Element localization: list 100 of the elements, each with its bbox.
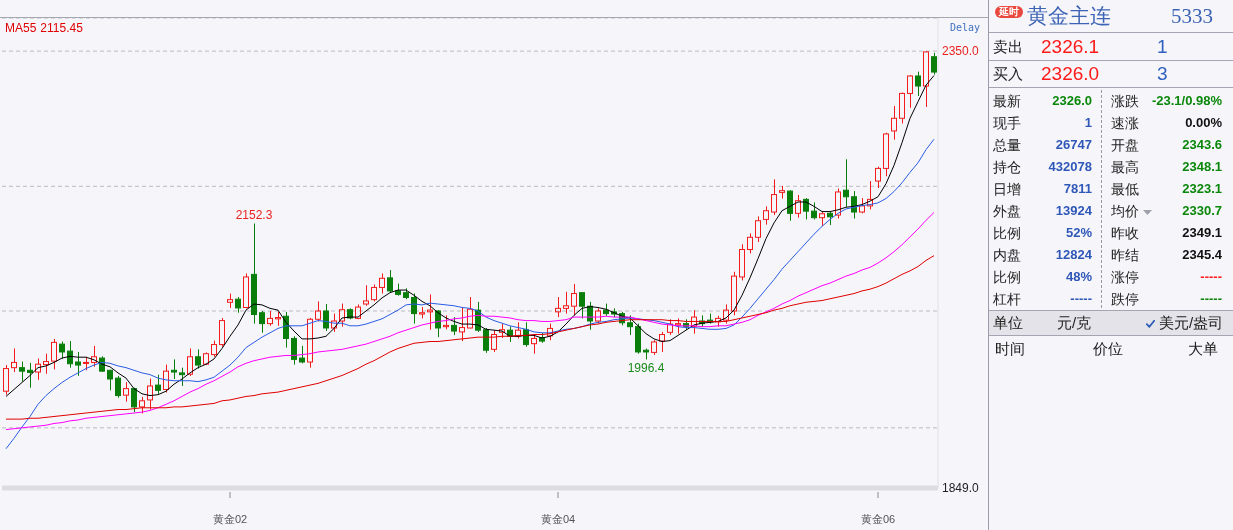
x-tick-label: 黄金06 xyxy=(860,513,896,525)
text: 跌停 xyxy=(1111,290,1139,309)
text: 比例 xyxy=(993,224,1021,243)
candlestick xyxy=(227,293,233,309)
candlestick xyxy=(547,323,553,341)
candlestick xyxy=(923,50,929,108)
text: 均价 xyxy=(1111,202,1139,221)
y-tick-label: 2350.0 xyxy=(942,44,980,59)
text: 杠杆 xyxy=(993,290,1021,309)
text: 黄金主连 xyxy=(1027,4,1111,28)
candlestick xyxy=(291,335,297,366)
candlestick xyxy=(107,369,113,391)
candlestick xyxy=(875,166,881,189)
text: 2348.1 xyxy=(1182,158,1222,176)
candlestick xyxy=(643,347,649,360)
text: 单位 xyxy=(993,313,1023,333)
text: 总量 xyxy=(993,136,1021,155)
text: 时间 xyxy=(995,339,1025,359)
candlestick xyxy=(835,187,841,220)
text: 延时 xyxy=(995,6,1023,18)
candlestick xyxy=(363,284,369,307)
text: 现手 xyxy=(993,114,1021,133)
text: 最新 xyxy=(993,92,1021,111)
text: 1 xyxy=(1084,114,1092,132)
candlestick xyxy=(811,201,817,220)
text: 7811 xyxy=(1063,180,1092,198)
text: 2349.1 xyxy=(1182,224,1222,242)
text: 最低 xyxy=(1111,180,1139,199)
text: 1 xyxy=(1157,35,1168,59)
y-tick-label: 1849.0 xyxy=(942,481,980,495)
text: 2343.6 xyxy=(1182,136,1222,154)
candlestick xyxy=(915,71,921,97)
candlestick xyxy=(723,303,729,325)
candlestick xyxy=(819,211,825,227)
candlestick xyxy=(603,303,609,317)
candlestick xyxy=(67,340,73,369)
text: 昨结 xyxy=(1111,246,1139,265)
candlestick xyxy=(675,317,681,335)
text: 13924 xyxy=(1055,202,1092,220)
text: 持仓 xyxy=(993,158,1021,177)
candlestick xyxy=(179,367,185,387)
candlestick xyxy=(483,327,489,354)
text: 48% xyxy=(1065,268,1092,286)
text: 432078 xyxy=(1048,158,1092,176)
text: 日增 xyxy=(993,180,1021,199)
text: 美元/盎司 xyxy=(1159,313,1224,333)
candlestick xyxy=(83,356,89,371)
text: 2326.1 xyxy=(1041,35,1100,59)
text: 价位 xyxy=(1093,339,1123,359)
text: 2326.0 xyxy=(1052,92,1092,110)
text: ----- xyxy=(1200,290,1222,308)
candlestick xyxy=(787,189,793,222)
candlestick xyxy=(795,194,801,219)
candlestick xyxy=(883,132,889,177)
candlestick xyxy=(35,358,41,381)
candlestick xyxy=(315,300,321,322)
candlestick xyxy=(659,331,665,353)
candlestick xyxy=(163,364,169,394)
candlestick xyxy=(731,271,737,316)
candlestick xyxy=(419,306,425,319)
annotation: 2115.45 xyxy=(40,21,83,35)
line-series xyxy=(5,138,935,450)
text: -23.1/0.98% xyxy=(1151,92,1222,110)
candlestick xyxy=(123,381,129,403)
candlestick xyxy=(531,334,537,355)
annotation: 2152.3 xyxy=(235,207,273,222)
candlestick xyxy=(195,348,201,370)
candlestick xyxy=(459,307,465,342)
candlestick xyxy=(387,269,393,294)
candlestick xyxy=(219,317,225,348)
candlestick xyxy=(563,291,569,315)
text: 2330.7 xyxy=(1182,202,1222,220)
candlestick xyxy=(171,358,177,380)
candlestick xyxy=(267,310,273,327)
candlestick xyxy=(635,323,641,355)
candlestick xyxy=(627,314,633,336)
candlestick xyxy=(691,309,697,335)
candlestick xyxy=(763,205,769,226)
candlestick xyxy=(299,345,305,364)
candlestick xyxy=(59,341,65,360)
candlestick xyxy=(187,347,193,377)
candlestick xyxy=(139,396,145,414)
candlestick xyxy=(307,317,313,369)
candlestick xyxy=(555,296,561,318)
text: 卖出 xyxy=(993,37,1023,57)
candlestick xyxy=(379,272,385,295)
candlestick xyxy=(43,353,49,375)
candlestick xyxy=(147,378,153,411)
text: 26747 xyxy=(1055,136,1092,154)
candlestick xyxy=(427,293,433,331)
candlestick xyxy=(867,180,873,210)
candlestick xyxy=(515,321,521,339)
text: 12824 xyxy=(1055,246,1092,264)
text: Delay xyxy=(949,22,980,34)
text: 2326.0 xyxy=(1041,62,1100,86)
candlestick xyxy=(11,347,17,373)
candlestick xyxy=(747,232,753,254)
candlestick xyxy=(843,158,849,208)
candlestick xyxy=(859,197,865,214)
candlestick xyxy=(19,361,25,383)
